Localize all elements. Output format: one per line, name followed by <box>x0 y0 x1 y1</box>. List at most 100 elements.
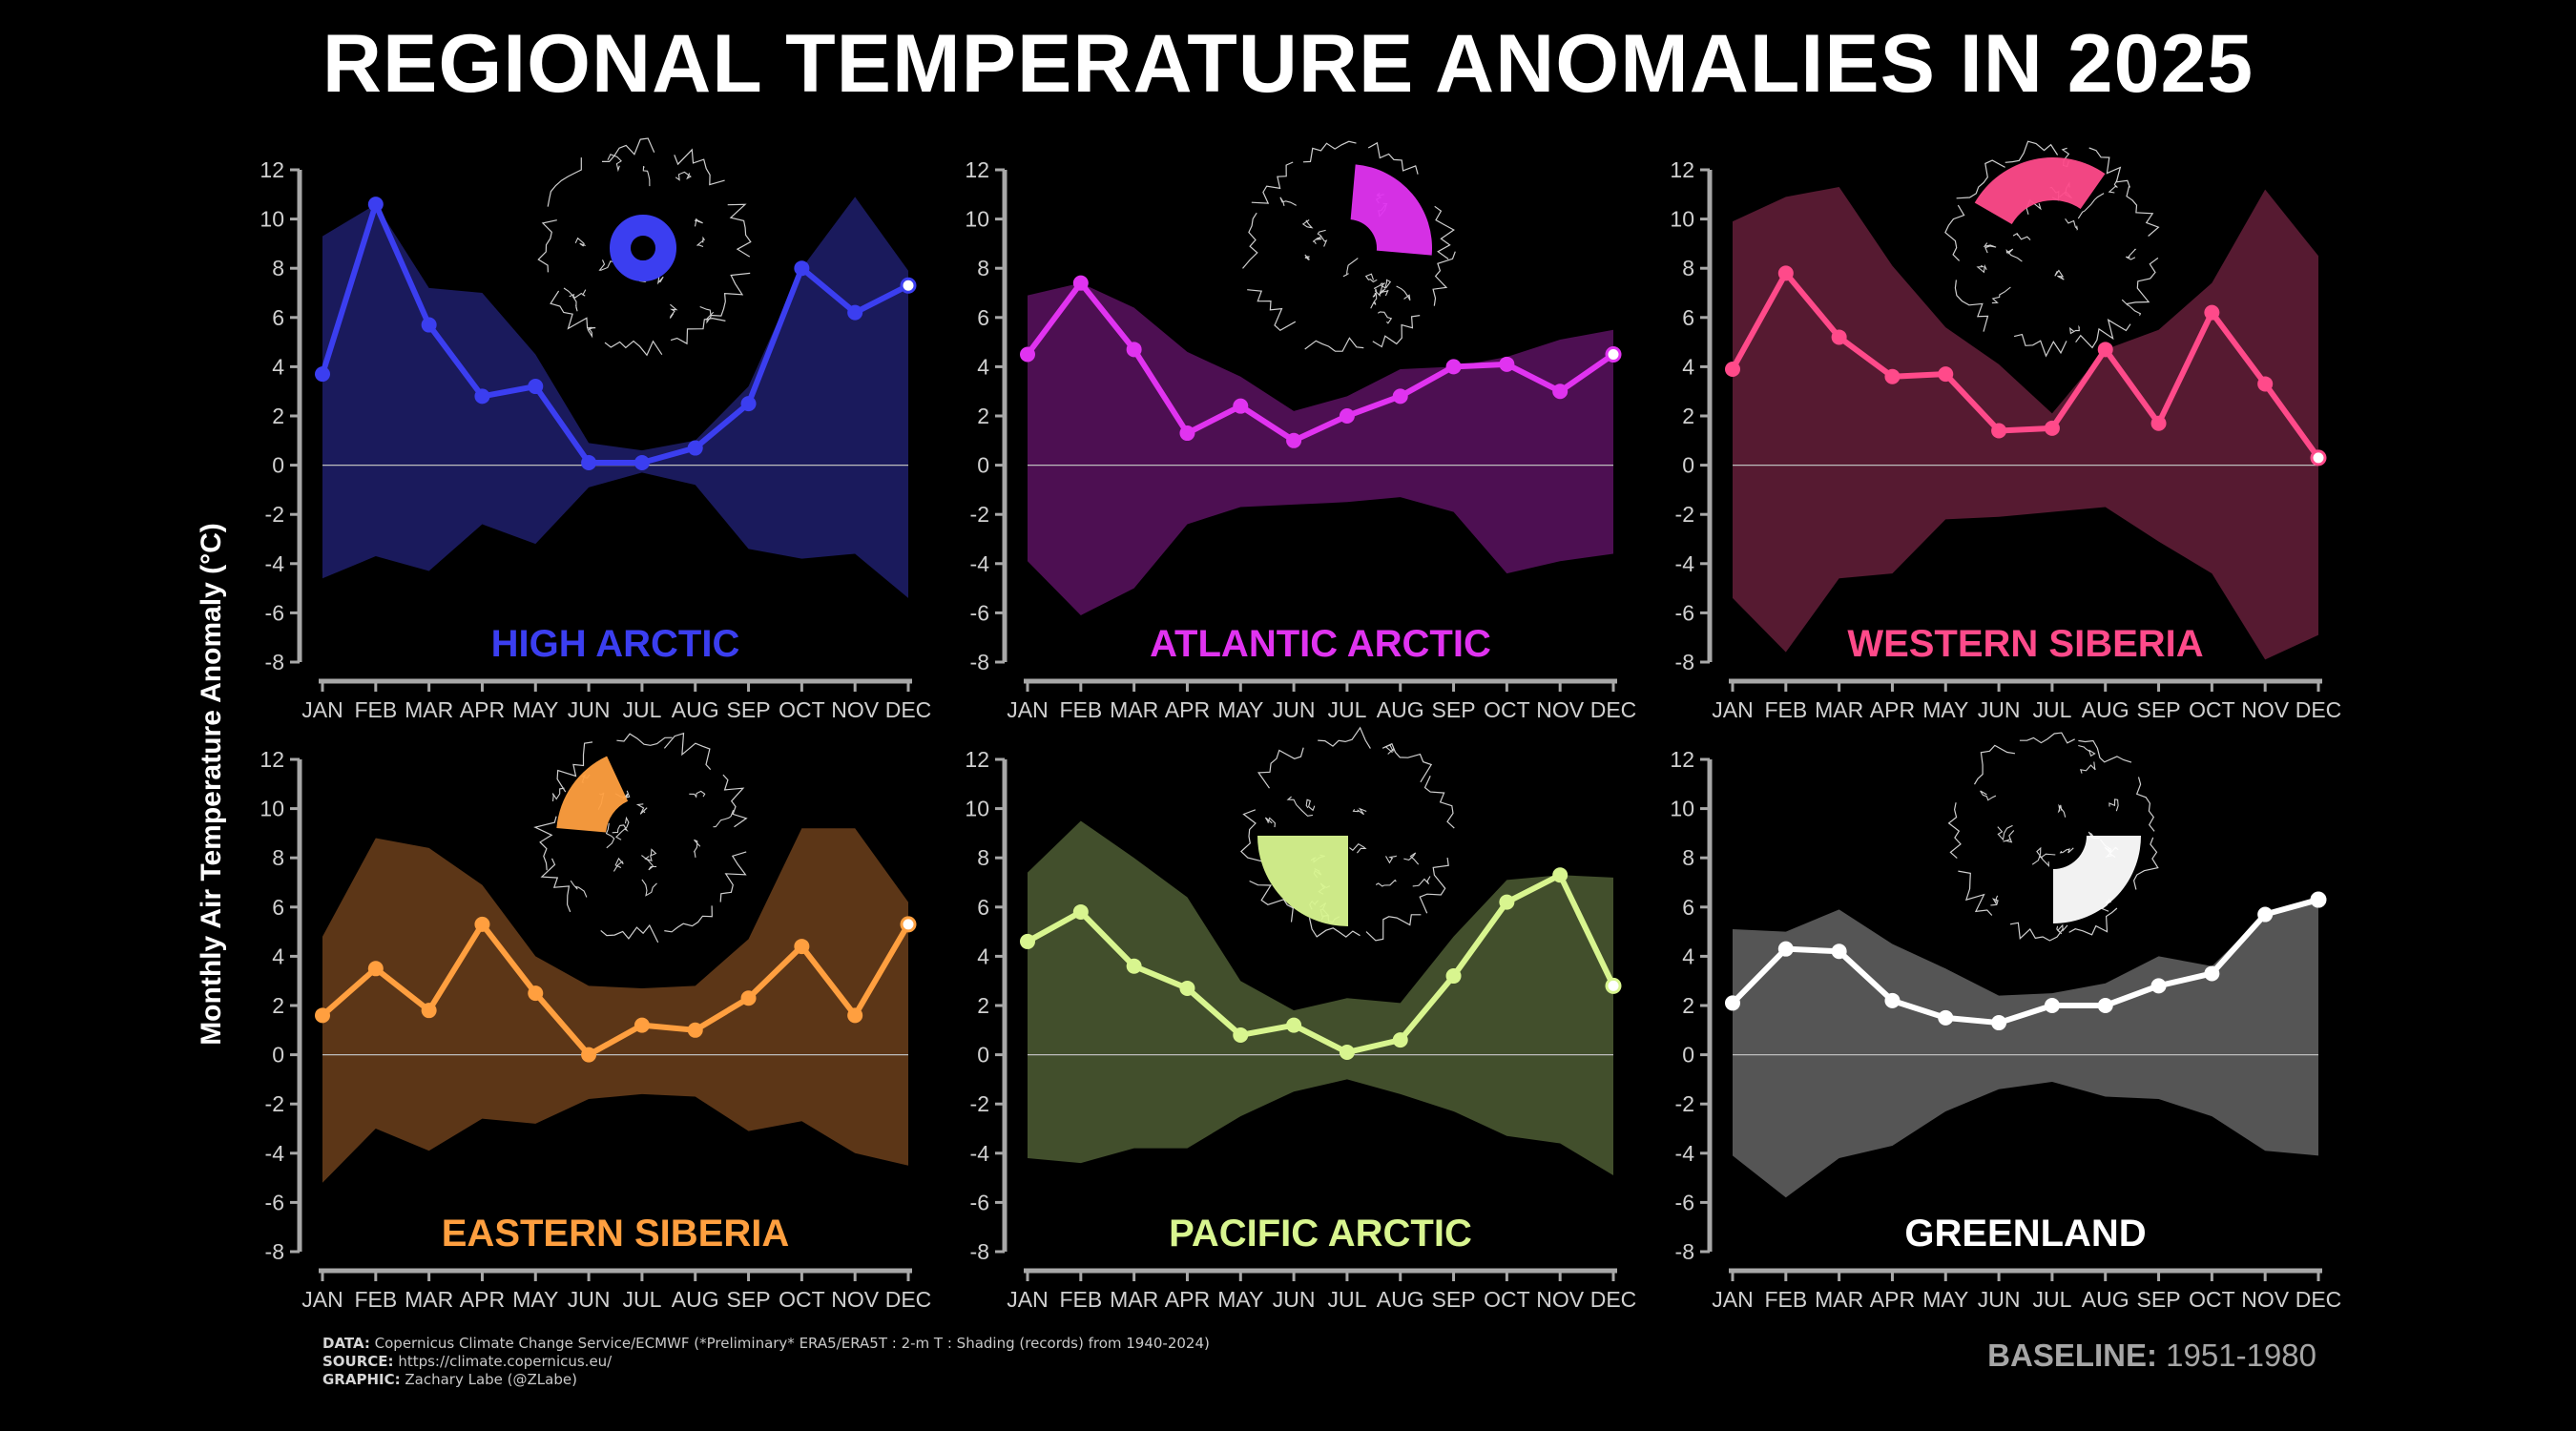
series-line <box>1730 270 2321 460</box>
x-tick-label: APR <box>1870 1287 1915 1312</box>
y-tick-label: 8 <box>977 845 989 870</box>
data-point <box>2257 906 2274 923</box>
data-point <box>1126 958 1142 974</box>
footer-graphic-label: GRAPHIC: <box>322 1371 401 1388</box>
y-tick-label: -6 <box>970 1190 989 1214</box>
data-point <box>2097 998 2113 1013</box>
data-point <box>2150 415 2167 431</box>
x-tick-label: JAN <box>1712 697 1753 722</box>
data-point <box>1499 894 1515 910</box>
x-tick-label: MAY <box>512 1287 558 1312</box>
x-tick-label: MAR <box>405 1287 453 1312</box>
data-point <box>1884 992 1901 1008</box>
data-point <box>528 379 544 395</box>
footer-data-line: DATA: Copernicus Climate Change Service/… <box>322 1335 1210 1352</box>
x-tick-label: NOV <box>2241 697 2290 722</box>
y-tick-label: 4 <box>1682 354 1694 379</box>
x-tick-label: OCT <box>779 697 825 722</box>
y-tick-label: -4 <box>970 1141 990 1166</box>
data-point <box>2044 420 2060 436</box>
y-tick-label: -2 <box>265 502 284 527</box>
data-point <box>1552 867 1568 883</box>
y-tick-label: 0 <box>977 453 989 478</box>
y-tick-label: 8 <box>1682 845 1694 870</box>
x-tick-label: AUG <box>1377 1287 1424 1312</box>
y-tick-label: 2 <box>1682 993 1694 1018</box>
x-tick-label: OCT <box>779 1287 825 1312</box>
baseline-note: BASELINE: 1951-1980 <box>1987 1338 2316 1374</box>
arctic-map-inset <box>1946 729 2160 943</box>
x-tick-label: FEB <box>354 697 397 722</box>
x-tick-label: SEP <box>727 1287 771 1312</box>
y-tick-label: -8 <box>970 650 989 674</box>
y-tick-label: -2 <box>1675 1091 1694 1116</box>
arctic-map-inset <box>533 729 751 944</box>
y-tick-label: 4 <box>272 354 284 379</box>
data-point <box>1392 1032 1408 1048</box>
y-tick-label: -6 <box>1675 600 1694 625</box>
baseline-label: BASELINE: <box>1987 1338 2157 1373</box>
x-tick-label: NOV <box>831 697 880 722</box>
data-point <box>794 939 810 955</box>
y-tick-label: -4 <box>1675 551 1695 576</box>
panel-title: WESTERN SIBERIA <box>1847 623 2203 665</box>
data-point <box>1392 388 1408 404</box>
x-tick-label: MAR <box>1110 697 1158 722</box>
data-point <box>1777 265 1794 281</box>
x-tick-label: FEB <box>1764 697 1807 722</box>
y-tick-label: -6 <box>265 1190 284 1214</box>
x-tick-label: NOV <box>2241 1287 2290 1312</box>
panel-pacific-arctic: -8 -6 -4 -2 0 2 4 6 8 10 12 JAN FEB MAR APR MAY JUN JUL AU… <box>965 726 1636 1312</box>
x-tick-label: AUG <box>2082 697 2129 722</box>
panel-high-arctic: -8 -6 -4 -2 0 2 4 6 8 10 12 JAN FEB MAR APR MAY JUN JUL AU… <box>260 137 931 722</box>
data-point <box>2044 998 2060 1013</box>
footer-source-label: SOURCE: <box>322 1353 394 1370</box>
x-tick-label: MAR <box>1110 1287 1158 1312</box>
y-tick-label: 2 <box>272 404 284 428</box>
y-tick-label: -8 <box>970 1239 989 1264</box>
y-tick-label: 0 <box>977 1043 989 1068</box>
data-point <box>1020 933 1035 949</box>
data-point <box>1777 941 1794 957</box>
y-tick-label: 12 <box>965 157 989 182</box>
x-tick-label: AUG <box>1377 697 1424 722</box>
panel-greenland: -8 -6 -4 -2 0 2 4 6 8 10 12 JAN FEB MAR APR MAY JUN JUL AU… <box>1670 729 2341 1312</box>
data-point <box>581 455 597 471</box>
data-point <box>1991 423 2007 439</box>
x-tick-label: SEP <box>1432 1287 1476 1312</box>
data-point <box>634 455 650 471</box>
x-tick-label: JUL <box>2032 697 2071 722</box>
x-tick-label: JUN <box>1273 1287 1316 1312</box>
region-highlight <box>556 756 629 833</box>
x-tick-label: JUN <box>568 697 611 722</box>
y-tick-label: 10 <box>260 797 284 821</box>
x-tick-label: DEC <box>2296 1287 2342 1312</box>
arctic-map-inset <box>1240 726 1455 943</box>
panel-title: ATLANTIC ARCTIC <box>1150 623 1491 665</box>
series-line <box>321 921 911 1058</box>
y-tick-label: 10 <box>965 207 989 232</box>
y-tick-label: -4 <box>265 551 285 576</box>
y-tick-label: 8 <box>272 256 284 280</box>
panel-title: HIGH ARCTIC <box>491 623 740 665</box>
data-point <box>421 317 437 333</box>
data-point <box>1831 944 1847 960</box>
data-point <box>474 388 490 404</box>
data-point <box>1286 432 1302 448</box>
chart-title: REGIONAL TEMPERATURE ANOMALIES IN 2025 <box>322 18 2254 110</box>
y-tick-label: 4 <box>1682 944 1694 968</box>
data-point <box>1072 275 1089 291</box>
data-point <box>1499 356 1515 372</box>
y-tick-label: 10 <box>260 207 284 232</box>
data-point <box>847 304 863 321</box>
baseline-years: 1951-1980 <box>2166 1338 2316 1373</box>
y-tick-label: 4 <box>977 354 989 379</box>
x-tick-label: JUN <box>568 1287 611 1312</box>
record-range-shading <box>1733 187 2318 660</box>
data-point <box>1884 368 1901 384</box>
data-point <box>315 366 330 383</box>
data-point <box>1831 329 1847 345</box>
data-point <box>1605 346 1622 363</box>
data-point <box>1072 903 1089 920</box>
